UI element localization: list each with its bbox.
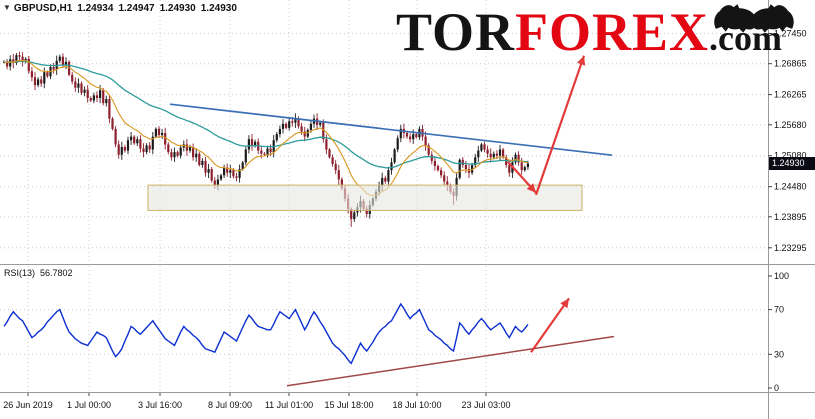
- ohlc-high: 1.24947: [118, 3, 155, 14]
- time-axis-label: 26 Jun 2019: [3, 400, 53, 410]
- symbol-marker-icon: ▼: [3, 3, 11, 12]
- time-axis-label: 18 Jul 10:00: [392, 400, 441, 410]
- torforex-logo: TORFOREX.com: [396, 2, 800, 64]
- price-axis-label: 1.26865: [774, 59, 807, 69]
- bull-bear-icon: [714, 4, 794, 33]
- rsi-name: RSI(13): [4, 268, 36, 278]
- current-price-tag: 1.24930: [769, 157, 815, 170]
- price-axis: 1.27450 1.26865 1.26265 1.25680 1.25080 1.244…: [768, 29, 807, 393]
- ohlc-open: 1.24934: [77, 3, 114, 14]
- time-axis-label: 8 Jul 09:00: [208, 400, 252, 410]
- price-axis-label: 1.24480: [774, 182, 807, 192]
- price-axis-label: 1.23295: [774, 243, 807, 253]
- rsi-axis-label: 30: [774, 349, 784, 359]
- rsi-label: RSI(13) 56.7802: [4, 268, 73, 278]
- symbol-label: GBPUSD,H1: [13, 3, 73, 14]
- price-arrow-2[interactable]: [534, 55, 586, 196]
- time-axis-label: 3 Jul 16:00: [138, 400, 182, 410]
- rsi-axis-label: 0: [774, 383, 779, 393]
- price-arrow-1[interactable]: [507, 161, 537, 194]
- ohlc-low: 1.24930: [159, 3, 196, 14]
- ma-fast-line: [3, 59, 528, 197]
- time-axis-label: 1 Jul 00:00: [67, 400, 111, 410]
- ohlc-close: 1.24930: [200, 3, 237, 14]
- time-axis: 26 Jun 2019 1 Jul 00:00 3 Jul 16:00 8 Jul 0…: [3, 393, 511, 410]
- rsi-axis-label: 70: [774, 305, 784, 315]
- rsi-value: 56.7802: [40, 268, 73, 278]
- chart-header: ▼ GBPUSD,H1 1.24934 1.24947 1.24930 1.24930: [3, 3, 237, 14]
- rsi-line: [3, 302, 529, 365]
- price-axis-label: 1.25080: [774, 151, 807, 161]
- price-axis-label: 1.27450: [774, 29, 807, 39]
- time-axis-label: 23 Jul 03:00: [461, 400, 510, 410]
- logo-forex: FOREX: [515, 2, 710, 62]
- rsi-arrow[interactable]: [530, 297, 570, 353]
- resistance-trendline[interactable]: [169, 103, 613, 157]
- ma-slow-line: [3, 60, 528, 169]
- price-axis-label: 1.23895: [774, 212, 807, 222]
- price-axis-label: 1.26265: [774, 90, 807, 100]
- price-axis-label: 1.25680: [774, 120, 807, 130]
- support-zone[interactable]: [147, 184, 583, 211]
- time-axis-label: 15 Jul 18:00: [324, 400, 373, 410]
- logo-tor: TOR: [396, 2, 516, 62]
- time-axis-label: 11 Jul 01:00: [265, 400, 313, 410]
- rsi-axis-label: 100: [774, 271, 789, 281]
- rsi-trendline[interactable]: [286, 335, 615, 387]
